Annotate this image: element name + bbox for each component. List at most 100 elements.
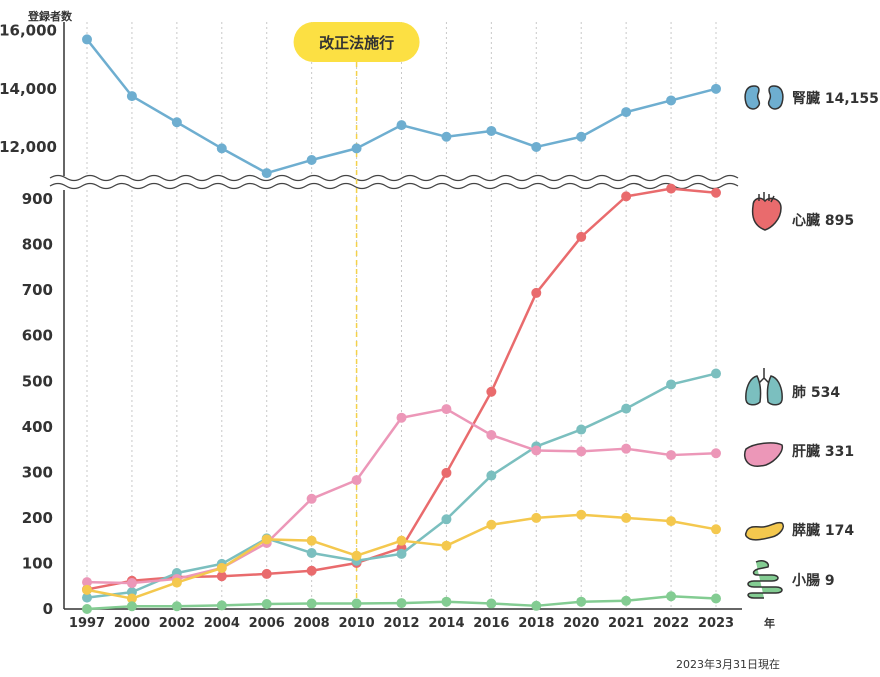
x-tick-1997: 1997 (69, 616, 105, 631)
law-revision-label: 改正法施行 (319, 34, 394, 52)
x-tick-2022: 2022 (653, 616, 689, 631)
y-tick-lower: 200 (22, 509, 53, 527)
x-tick-2018: 2018 (518, 616, 554, 631)
y-tick-lower: 700 (22, 281, 53, 299)
point-膵臓-2012 (396, 535, 407, 546)
point-肺-2023 (711, 368, 721, 379)
point-小腸-2004 (216, 600, 227, 611)
point-腎臓-2012 (396, 120, 407, 131)
y-tick-lower: 0 (43, 600, 53, 618)
point-腎臓-2016 (486, 125, 497, 136)
x-tick-labels: 1997 2000 2002 2004 2006 2008 2010 2012 2014 2016… (69, 616, 734, 631)
point-腎臓-1997 (82, 34, 92, 45)
point-肝臓-2010 (351, 475, 362, 486)
point-腎臓-2021 (621, 107, 632, 118)
point-小腸-2016 (486, 598, 497, 609)
x-tick-2010: 2010 (338, 616, 374, 631)
liver-icon (743, 442, 784, 468)
point-腎臓-2006 (261, 168, 272, 179)
y-tick-lower: 500 (22, 372, 53, 390)
x-axis-title: 年 (764, 616, 775, 630)
y-tick-labels: 12,000 14,000 16,000 0 100 200 300 400 500 600 700… (0, 22, 57, 618)
point-膵臓-2022 (666, 516, 677, 527)
lungs-icon (745, 368, 783, 406)
x-tick-2000: 2000 (114, 616, 150, 631)
point-小腸-2021 (621, 595, 632, 606)
point-小腸-2000 (126, 601, 137, 612)
point-心臓-2018 (531, 287, 542, 298)
point-心臓-2014 (441, 467, 452, 478)
series-label-小腸: 小腸 9 (792, 572, 835, 589)
x-tick-2012: 2012 (383, 616, 419, 631)
point-小腸-2018 (531, 600, 542, 611)
x-tick-2020: 2020 (563, 616, 599, 631)
y-tick-lower: 800 (22, 236, 53, 254)
point-小腸-2023 (711, 593, 721, 604)
point-腎臓-2008 (306, 155, 317, 166)
point-膵臓-2008 (306, 535, 317, 546)
x-tick-2021: 2021 (608, 616, 644, 631)
point-肺-2016 (486, 470, 497, 481)
series-label-腎臓: 腎臓 14,155 (792, 90, 879, 107)
point-肺-2022 (666, 379, 677, 390)
point-膵臓-2016 (486, 519, 497, 530)
point-肺-2020 (576, 424, 587, 435)
point-膵臓-2000 (126, 593, 137, 604)
point-心臓-2006 (261, 568, 272, 579)
y-tick-lower: 900 (22, 190, 53, 208)
y-axis-title: 登録者数 (27, 9, 73, 23)
point-小腸-2010 (351, 598, 362, 609)
point-膵臓-1997 (82, 584, 92, 595)
series-labels: 腎臓 14,155 心臓 895 肺 534 肝臓 331 膵臓 174 小腸 9 (792, 90, 879, 589)
point-心臓-2020 (576, 231, 587, 242)
point-小腸-2012 (396, 598, 407, 609)
point-肝臓-2023 (711, 448, 721, 459)
point-心臓-2021 (621, 191, 632, 202)
point-心臓-2008 (306, 565, 317, 576)
heart-icon (751, 192, 782, 231)
intestine-icon (747, 560, 783, 599)
point-心臓-2023 (711, 187, 721, 198)
y-tick-lower: 300 (22, 463, 53, 481)
point-肺-1997 (82, 592, 92, 603)
axis-break-wave-top (49, 174, 739, 182)
law-revision-annotation: 改正法施行 (293, 22, 420, 609)
series-label-心臓: 心臓 895 (792, 212, 854, 229)
point-肝臓-1997 (82, 577, 92, 588)
point-肝臓-2016 (486, 430, 497, 441)
point-膵臓-2023 (711, 524, 721, 535)
series-label-肺: 肺 534 (792, 385, 840, 401)
law-revision-badge (293, 22, 420, 62)
point-膵臓-2020 (576, 509, 587, 520)
point-腎臓-2000 (126, 91, 137, 102)
point-肝臓-2021 (621, 443, 632, 454)
point-心臓-2016 (486, 386, 497, 397)
y-tick-upper: 12,000 (0, 138, 57, 156)
x-tick-2002: 2002 (159, 616, 195, 631)
point-膵臓-2014 (441, 540, 452, 551)
point-腎臓-2022 (666, 95, 677, 106)
point-小腸-2006 (261, 598, 272, 609)
x-tick-2008: 2008 (294, 616, 330, 631)
y-tick-lower: 100 (22, 554, 53, 572)
point-心臓-2022 (666, 183, 677, 194)
x-tick-2023: 2023 (698, 616, 734, 631)
as-of-date-note: 2023年3月31日現在 (676, 657, 780, 671)
point-腎臓-2020 (576, 131, 587, 142)
point-小腸-2014 (441, 596, 452, 607)
point-肺-2012 (396, 548, 407, 559)
point-腎臓-2014 (441, 131, 452, 142)
pancreas-icon (744, 521, 784, 541)
point-膵臓-2021 (621, 512, 632, 523)
series-label-膵臓: 膵臓 174 (792, 522, 854, 539)
x-tick-2016: 2016 (473, 616, 509, 631)
point-腎臓-2002 (171, 117, 182, 128)
point-肝臓-2020 (576, 446, 587, 457)
point-肝臓-2012 (396, 412, 407, 423)
y-tick-lower: 400 (22, 418, 53, 436)
y-tick-upper: 14,000 (0, 80, 57, 98)
point-肺-2014 (441, 514, 452, 525)
point-小腸-1997 (82, 604, 92, 614)
point-腎臓-2010 (351, 143, 362, 154)
